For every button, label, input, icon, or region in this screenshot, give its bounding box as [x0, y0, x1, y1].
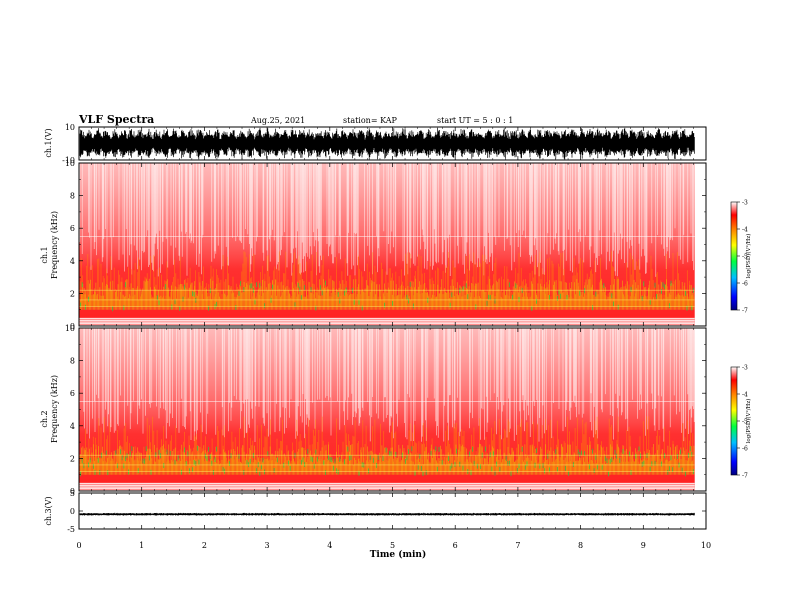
- p-ch1spec-ytick-label: 4: [70, 257, 75, 266]
- xtick-label: 10: [701, 541, 711, 550]
- p-ch2spec-ytick-label: 6: [70, 389, 75, 398]
- p-ch3wave-ytick-label: -5: [67, 525, 75, 534]
- start-time-label: start UT = 5 : 0 : 1: [437, 116, 513, 125]
- xtick-label: 3: [265, 541, 270, 550]
- p-ch2spec-ytick-label: 2: [70, 454, 75, 463]
- station-label: station= KAP: [343, 116, 398, 125]
- p-ch1wave-ytick-label: -10: [62, 156, 75, 165]
- p-ch3wave-ytick-label: 0: [70, 507, 75, 516]
- colorbar-tick-label: -3: [742, 365, 748, 372]
- p-ch1spec-ytick-label: 10: [65, 159, 75, 168]
- ch3-waveform-ylabel: ch.3(V): [44, 496, 53, 525]
- p-ch1spec-ytick-label: 6: [70, 224, 75, 233]
- xtick-label: 9: [641, 541, 646, 550]
- ch3-waveform-panel: 50-5: [67, 489, 706, 534]
- ch2-spectrogram-ylabel-channel: ch.2: [40, 410, 49, 427]
- x-axis-label: Time (min): [370, 549, 427, 560]
- colorbar-tick-label: -3: [742, 200, 748, 207]
- ch3-waveform-frame: [78, 492, 707, 530]
- colorbar-ticks: -3 -4 -5 -6 -7 -3 -4 -5 -6 -7: [737, 200, 748, 480]
- xtick-label: 4: [327, 541, 332, 550]
- p-ch1spec-ytick-label: 8: [70, 192, 75, 201]
- ch2-spectrogram-ylabel-frequency: Frequency (kHz): [50, 375, 59, 443]
- colorbar-tick-label: -4: [742, 392, 748, 399]
- ch1-waveform-ylabel: ch.1(V): [44, 128, 53, 157]
- p-ch2spec-green-specks: [80, 445, 694, 477]
- p-ch1spec-ytick-label: 2: [70, 289, 75, 298]
- xtick-label: 6: [453, 541, 458, 550]
- p-ch2spec-ytick-label: 10: [65, 324, 75, 333]
- ch1-spectrogram-panel: 0 2 4 6 8 10: [65, 159, 706, 331]
- ch2-colorbar-label: log(PSD)(V²/Hz): [745, 399, 752, 444]
- colorbar-tick-label: -6: [742, 281, 748, 288]
- ch1-colorbar-label: log(PSD)(V²/Hz): [745, 234, 752, 279]
- chart-title: VLF Spectra: [78, 113, 154, 126]
- p-ch2spec-white-streaks: [83, 328, 695, 442]
- xtick-label: 2: [202, 541, 207, 550]
- xtick-label: 7: [515, 541, 520, 550]
- colorbar-tick-label: -7: [742, 473, 748, 480]
- xtick-label: 5: [390, 541, 395, 550]
- x-axis-ticks: 0 1 2 3 4 5 6 7 8 9 10: [76, 127, 711, 550]
- xtick-label: 0: [76, 541, 81, 550]
- xtick-label: 8: [578, 541, 583, 550]
- colorbar-tick-label: -5: [742, 419, 748, 426]
- ch1-spectrogram-ylabel-channel: ch.1: [40, 246, 49, 263]
- p-ch2spec-ytick-label: 8: [70, 357, 75, 366]
- colorbar-tick-label: -4: [742, 227, 748, 234]
- p-ch1spec-ytick-label: 0: [70, 322, 75, 331]
- ch1-spectrogram-ylabel-frequency: Frequency (kHz): [50, 211, 59, 279]
- colorbar-tick-label: -7: [742, 308, 748, 315]
- ch1-colorbar-gradient: [730, 201, 738, 311]
- p-ch1wave-ytick-label: 10: [65, 123, 75, 132]
- ch1-waveform-panel: 10-10: [62, 123, 706, 165]
- ch2-spectrogram-panel: 0 2 4 6 8 10: [65, 324, 706, 496]
- p-ch2spec-ytick-label: 4: [70, 422, 75, 431]
- p-ch2spec-ytick-label: 0: [70, 487, 75, 496]
- colorbar-tick-label: -6: [742, 446, 748, 453]
- p-ch3wave-trace: [79, 512, 695, 516]
- ch2-colorbar-gradient: [730, 366, 738, 476]
- colorbar-tick-label: -5: [742, 254, 748, 261]
- p-ch3wave-ytick-label: 5: [70, 489, 75, 498]
- date-label: Aug.25, 2021: [250, 116, 305, 125]
- p-ch1wave-trace: [79, 127, 695, 160]
- xtick-label: 1: [139, 541, 144, 550]
